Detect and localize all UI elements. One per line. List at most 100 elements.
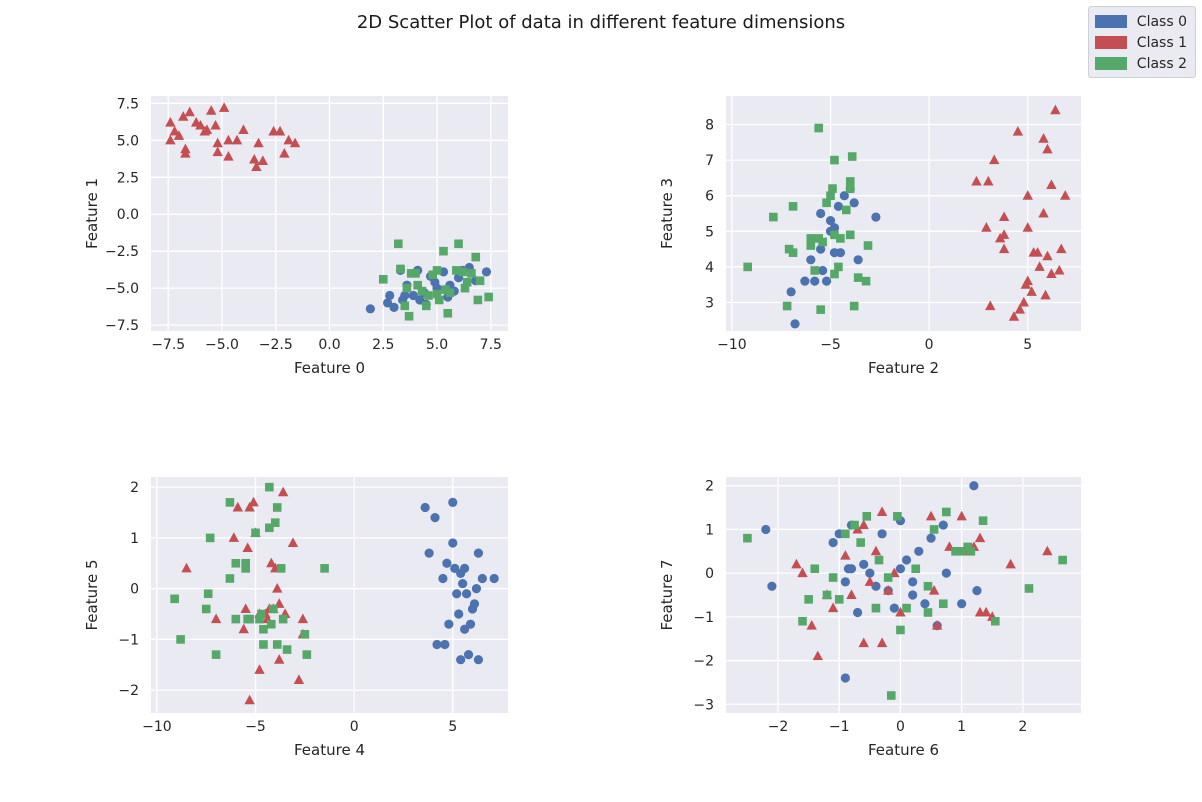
- point-class-1: [228, 532, 240, 542]
- y-tick-label: 0: [705, 566, 714, 582]
- x-tick-label: 2: [1018, 719, 1027, 735]
- point-class-2: [788, 202, 798, 211]
- point-class-0: [908, 577, 918, 587]
- point-class-0: [810, 276, 820, 286]
- point-class-1: [858, 637, 869, 648]
- legend-swatch-class-2: [1094, 57, 1127, 70]
- point-class-0: [835, 248, 845, 258]
- x-axis-label: Feature 4: [294, 741, 365, 759]
- point-class-0: [839, 191, 849, 201]
- point-class-0: [442, 558, 452, 568]
- point-class-2: [830, 155, 839, 165]
- point-class-1: [1014, 304, 1026, 314]
- point-class-1: [279, 148, 290, 158]
- y-tick-label: −1: [693, 610, 714, 626]
- point-class-1: [882, 585, 894, 595]
- point-class-1: [974, 532, 986, 543]
- point-class-1: [864, 576, 876, 586]
- point-class-0: [460, 563, 470, 573]
- point-class-2: [1024, 584, 1034, 593]
- x-tick-label: −1: [829, 719, 850, 735]
- y-tick-label: −5.0: [105, 281, 139, 297]
- point-class-2: [300, 630, 310, 639]
- x-tick-label: −5.0: [205, 337, 239, 353]
- point-class-2: [434, 295, 444, 305]
- point-class-0: [400, 290, 410, 301]
- point-class-0: [926, 533, 936, 543]
- point-class-1: [283, 134, 294, 145]
- point-class-2: [378, 274, 388, 284]
- point-class-2: [862, 512, 872, 521]
- point-class-2: [902, 603, 911, 613]
- y-tick-label: −1: [118, 632, 139, 648]
- point-class-0: [454, 609, 464, 619]
- point-class-0: [481, 267, 492, 277]
- point-class-0: [448, 497, 458, 507]
- point-class-2: [225, 574, 235, 583]
- point-class-2: [259, 640, 268, 649]
- point-class-1: [846, 589, 857, 599]
- point-class-0: [852, 607, 863, 618]
- point-class-1: [180, 148, 191, 158]
- point-class-2: [231, 614, 241, 624]
- point-class-2: [911, 564, 921, 574]
- point-class-2: [439, 246, 448, 256]
- legend-item-class-0: Class 0: [1094, 11, 1187, 32]
- point-class-1: [1060, 190, 1071, 200]
- point-class-2: [257, 609, 266, 619]
- point-class-1: [173, 130, 185, 140]
- point-class-1: [165, 117, 176, 127]
- point-class-0: [840, 577, 850, 587]
- point-class-2: [842, 205, 851, 215]
- x-axis-label: Feature 2: [868, 359, 939, 377]
- point-class-2: [458, 267, 468, 277]
- point-class-2: [743, 262, 752, 272]
- point-class-2: [942, 507, 951, 517]
- point-class-1: [989, 154, 1000, 165]
- point-class-2: [241, 558, 250, 568]
- point-class-2: [176, 635, 185, 644]
- point-class-2: [203, 589, 213, 599]
- point-class-0: [761, 524, 771, 535]
- point-class-0: [821, 276, 832, 286]
- point-class-0: [833, 201, 844, 211]
- point-class-2: [896, 625, 905, 635]
- point-class-1: [223, 150, 234, 161]
- point-class-0: [825, 216, 836, 226]
- point-class-1: [210, 613, 222, 624]
- x-tick-label: 5: [448, 719, 457, 735]
- point-class-1: [1054, 264, 1065, 275]
- point-class-1: [806, 619, 817, 630]
- point-class-2: [963, 542, 973, 552]
- point-class-0: [424, 548, 434, 558]
- point-class-1: [956, 510, 967, 521]
- legend-label-class-1: Class 1: [1136, 34, 1187, 51]
- point-class-2: [929, 525, 939, 534]
- point-class-0: [818, 265, 828, 276]
- point-class-0: [790, 319, 800, 329]
- point-class-0: [800, 276, 810, 286]
- point-class-1: [293, 674, 305, 685]
- point-class-1: [971, 175, 982, 186]
- y-tick-label: −2.5: [105, 244, 139, 260]
- point-class-2: [404, 311, 414, 321]
- point-class-2: [443, 308, 453, 318]
- point-class-0: [489, 573, 499, 584]
- point-class-2: [861, 276, 871, 286]
- point-class-1: [195, 119, 206, 130]
- point-class-1: [858, 519, 869, 530]
- point-class-0: [461, 589, 472, 599]
- point-class-2: [883, 573, 893, 582]
- point-class-0: [471, 584, 482, 594]
- point-class-2: [265, 482, 274, 492]
- point-class-2: [411, 269, 420, 278]
- point-class-2: [788, 248, 798, 257]
- point-class-2: [473, 295, 483, 305]
- point-class-0: [477, 573, 487, 584]
- point-class-2: [475, 276, 485, 286]
- point-class-1: [1042, 250, 1053, 261]
- point-class-2: [201, 604, 211, 614]
- point-class-1: [249, 153, 260, 164]
- point-class-2: [245, 614, 254, 624]
